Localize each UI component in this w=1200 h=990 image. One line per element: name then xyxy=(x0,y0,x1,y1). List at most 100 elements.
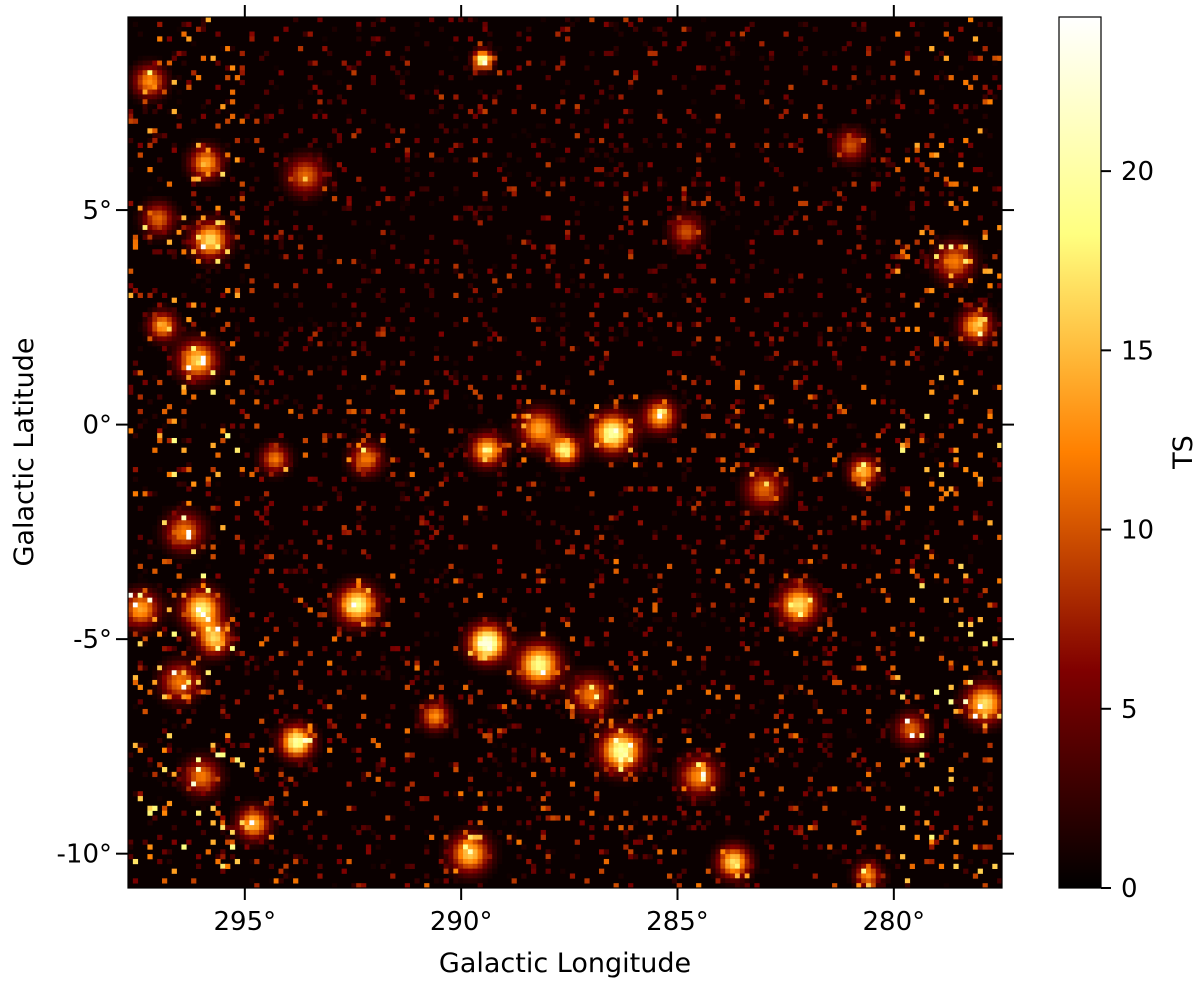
heatmap-cell xyxy=(181,360,187,366)
heatmap-cell xyxy=(215,239,221,245)
heatmap-cell xyxy=(958,273,964,279)
heatmap-cell xyxy=(895,510,901,516)
heatmap-cell xyxy=(283,457,289,463)
heatmap-cell xyxy=(764,157,770,163)
heatmap-cell xyxy=(472,467,478,473)
heatmap-cell xyxy=(307,181,313,187)
heatmap-cell xyxy=(511,133,517,139)
heatmap-cell xyxy=(963,302,969,308)
heatmap-cell xyxy=(181,162,187,168)
heatmap-cell xyxy=(759,534,765,540)
heatmap-cell xyxy=(987,602,993,608)
heatmap-cell xyxy=(234,229,241,236)
heatmap-cell xyxy=(254,399,260,405)
heatmap-cell xyxy=(492,447,498,453)
heatmap-cell xyxy=(215,505,221,511)
heatmap-cell xyxy=(516,462,522,468)
heatmap-cell xyxy=(555,467,561,473)
heatmap-cell xyxy=(361,462,367,468)
heatmap-cell xyxy=(802,181,809,187)
heatmap-cell xyxy=(734,462,741,468)
heatmap-cell xyxy=(535,360,542,366)
heatmap-cell xyxy=(730,404,736,410)
heatmap-cell xyxy=(375,442,381,449)
heatmap-cell xyxy=(263,273,270,279)
heatmap-cell xyxy=(647,292,653,299)
heatmap-cell xyxy=(977,249,983,255)
heatmap-cell xyxy=(977,258,983,265)
heatmap-cell xyxy=(565,413,571,419)
heatmap-cell xyxy=(361,263,367,269)
heatmap-cell xyxy=(132,476,139,482)
heatmap-cell xyxy=(730,587,736,594)
heatmap-cell xyxy=(666,418,673,424)
heatmap-cell xyxy=(866,137,872,144)
heatmap-cell xyxy=(448,544,454,550)
heatmap-cell xyxy=(652,268,658,274)
heatmap-cell xyxy=(225,162,231,168)
heatmap-cell xyxy=(768,607,775,613)
heatmap-cell xyxy=(885,336,891,342)
heatmap-cell xyxy=(297,191,304,197)
heatmap-cell xyxy=(788,496,794,502)
heatmap-cell xyxy=(768,476,775,482)
heatmap-cell xyxy=(817,384,823,390)
heatmap-cell xyxy=(827,220,833,226)
heatmap-cell xyxy=(676,399,682,405)
heatmap-cell xyxy=(953,331,959,337)
heatmap-cell xyxy=(681,423,687,429)
heatmap-cell xyxy=(215,621,221,628)
heatmap-cell xyxy=(977,370,983,376)
heatmap-cell xyxy=(632,408,639,415)
heatmap-cell xyxy=(783,486,789,492)
heatmap-cell xyxy=(482,152,488,158)
heatmap-cell xyxy=(239,307,245,313)
heatmap-cell xyxy=(696,244,702,250)
heatmap-cell xyxy=(487,621,493,628)
heatmap-cell xyxy=(715,360,721,366)
heatmap-cell xyxy=(195,510,202,516)
heatmap-cell xyxy=(754,486,760,492)
heatmap-cell xyxy=(948,137,954,144)
heatmap-cell xyxy=(696,592,702,599)
heatmap-cell xyxy=(642,418,648,424)
heatmap-cell xyxy=(880,157,886,163)
heatmap-cell xyxy=(565,379,571,386)
heatmap-cell xyxy=(754,529,760,536)
heatmap-cell xyxy=(788,481,794,487)
heatmap-cell xyxy=(725,210,731,216)
heatmap-cell xyxy=(540,423,546,429)
heatmap-cell xyxy=(278,70,284,76)
heatmap-cell xyxy=(128,626,134,632)
heatmap-cell xyxy=(128,75,134,81)
heatmap-cell xyxy=(297,234,304,240)
heatmap-cell xyxy=(603,273,610,279)
heatmap-cell xyxy=(992,200,998,207)
heatmap-cell xyxy=(147,321,153,328)
heatmap-cell xyxy=(463,394,469,400)
heatmap-cell xyxy=(365,278,372,284)
heatmap-cell xyxy=(637,597,644,603)
heatmap-cell xyxy=(574,210,580,216)
heatmap-cell xyxy=(623,612,629,618)
heatmap-cell xyxy=(453,268,459,274)
heatmap-cell xyxy=(215,234,221,240)
heatmap-cell xyxy=(385,467,391,473)
heatmap-cell xyxy=(302,602,309,608)
heatmap-cell xyxy=(545,244,551,250)
heatmap-cell xyxy=(268,612,275,618)
heatmap-cell xyxy=(841,462,847,468)
heatmap-cell xyxy=(166,94,173,100)
heatmap-cell xyxy=(802,113,809,119)
heatmap-cell xyxy=(657,312,663,318)
heatmap-cell xyxy=(171,50,177,57)
heatmap-cell xyxy=(953,181,959,187)
heatmap-cell xyxy=(700,234,707,240)
heatmap-cell xyxy=(263,234,270,240)
heatmap-cell xyxy=(880,471,886,478)
heatmap-cell xyxy=(977,21,983,28)
heatmap-cell xyxy=(841,133,847,139)
heatmap-cell xyxy=(540,433,546,439)
heatmap-cell xyxy=(943,200,949,207)
heatmap-cell xyxy=(550,428,556,434)
